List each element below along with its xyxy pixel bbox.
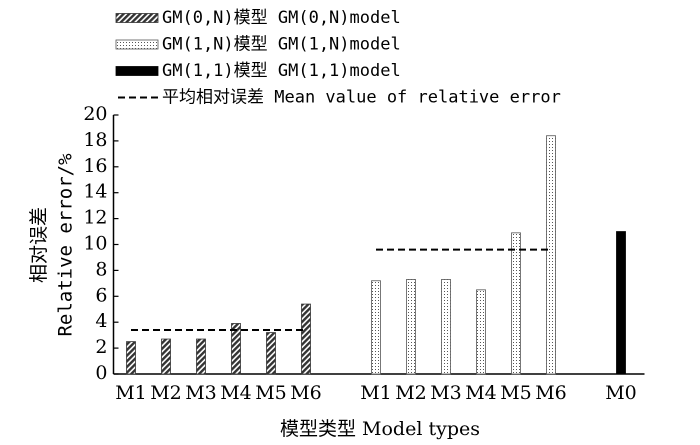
y-axis-label: 相对误差 xyxy=(28,207,50,283)
legend-label: GM(1,1)模型 GM(1,1)model xyxy=(162,61,401,81)
y-tick-label: 12 xyxy=(83,207,107,229)
y-axis-label: Relative error/% xyxy=(55,153,77,337)
legend-swatch xyxy=(115,66,159,76)
y-tick-label: 16 xyxy=(83,155,107,177)
y-tick-label: 20 xyxy=(83,103,107,125)
y-tick-label: 2 xyxy=(95,336,107,358)
y-tick-label: 8 xyxy=(95,258,107,280)
bar xyxy=(406,279,416,375)
x-tick-label: M3 xyxy=(430,382,462,404)
bar xyxy=(196,338,206,375)
x-tick-label: M1 xyxy=(115,382,147,404)
x-tick-label: M2 xyxy=(395,382,427,404)
mean-line xyxy=(131,248,551,331)
x-tick-label: M2 xyxy=(150,382,182,404)
bar xyxy=(161,338,171,375)
x-tick-label: M5 xyxy=(500,382,532,404)
bar xyxy=(441,279,451,375)
x-tick-label: M6 xyxy=(535,382,567,404)
bar xyxy=(476,289,486,375)
bar xyxy=(371,280,381,375)
legend-label: GM(0,N)模型 GM(0,N)model xyxy=(162,8,401,28)
legend: GM(0,N)模型 GM(0,N)model GM(1,N)模型 GM(1,N)m… xyxy=(115,8,561,108)
bar xyxy=(511,232,521,375)
bar xyxy=(301,303,311,375)
legend-swatch xyxy=(115,13,159,23)
y-tick-label: 18 xyxy=(83,129,107,151)
bar xyxy=(266,332,276,375)
legend-item: 平均相对误差 Mean value of relative error xyxy=(118,88,561,108)
x-tick-label: M6 xyxy=(290,382,322,404)
bar xyxy=(616,231,626,375)
legend-item: GM(1,1)模型 GM(1,1)model xyxy=(115,61,401,81)
x-tick-label: M4 xyxy=(465,382,497,404)
y-tick-label: 10 xyxy=(83,233,107,255)
x-tick-label: M3 xyxy=(185,382,217,404)
x-tick-label: M5 xyxy=(255,382,287,404)
y-tick-label: 4 xyxy=(95,310,107,332)
y-tick-label: 0 xyxy=(95,362,107,384)
bar xyxy=(231,323,241,375)
legend-label: 平均相对误差 Mean value of relative error xyxy=(162,88,561,108)
legend-item: GM(0,N)模型 GM(0,N)model xyxy=(115,8,401,28)
x-axis-label: 模型类型 Model types xyxy=(280,418,480,440)
bar xyxy=(126,341,136,375)
x-tick-label: M1 xyxy=(360,382,392,404)
legend-label: GM(1,N)模型 GM(1,N)model xyxy=(162,35,401,55)
y-tick-label: 14 xyxy=(83,181,107,203)
y-tick-label: 6 xyxy=(95,284,107,306)
x-tick-label: M4 xyxy=(220,382,252,404)
legend-item: GM(1,N)模型 GM(1,N)model xyxy=(115,35,401,55)
bar xyxy=(546,135,556,375)
x-tick-label: M0 xyxy=(605,382,637,404)
legend-swatch xyxy=(115,39,159,50)
